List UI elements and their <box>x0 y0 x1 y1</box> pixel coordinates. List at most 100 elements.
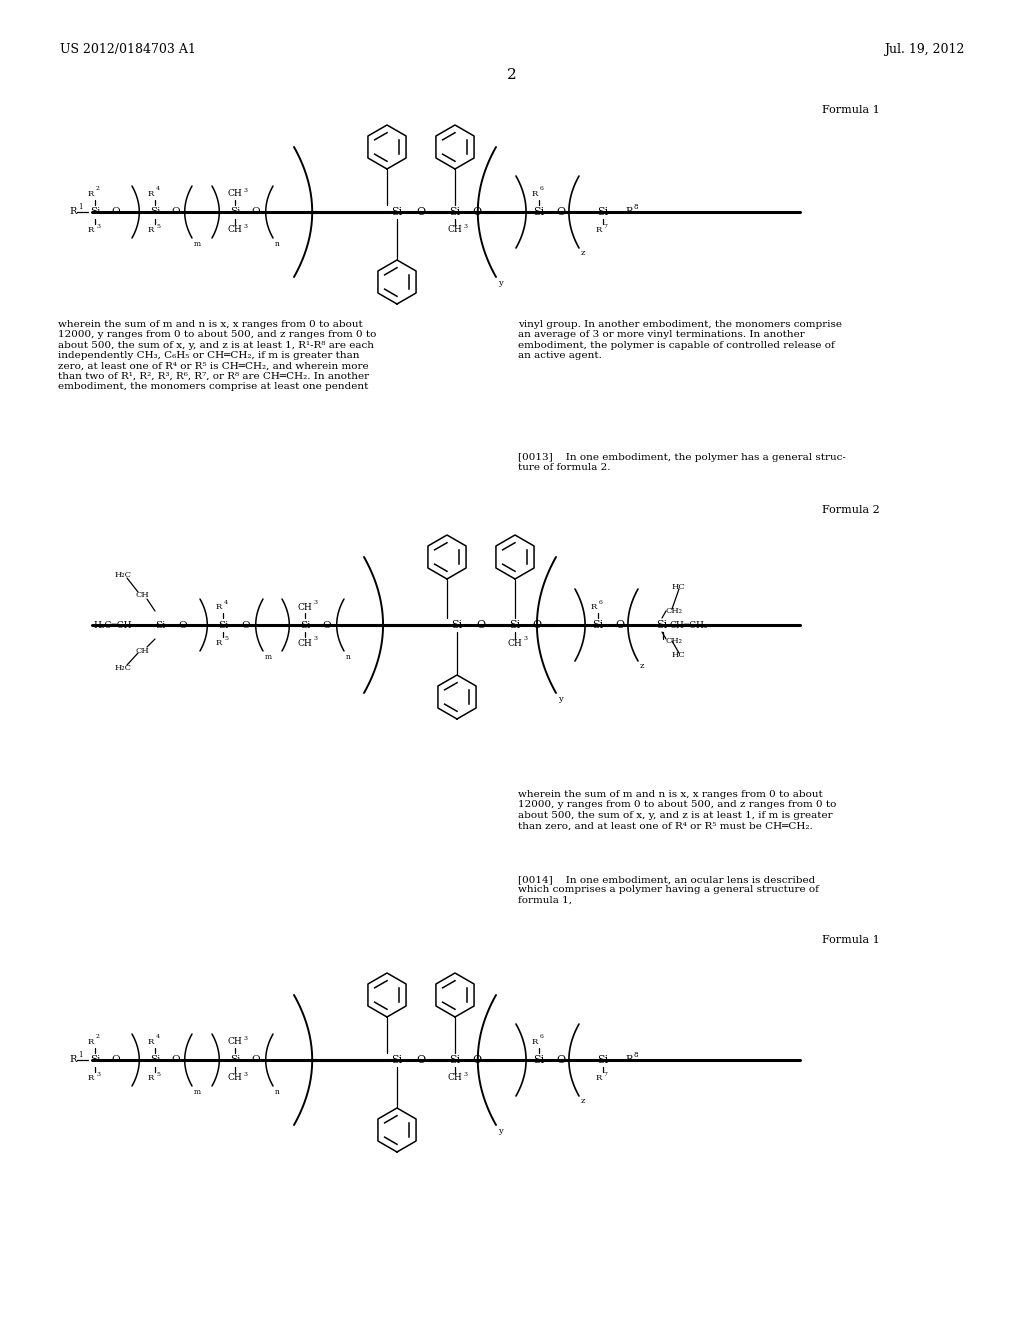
Text: 3: 3 <box>313 636 317 642</box>
Text: [0013]    In one embodiment, the polymer has a general struc-
ture of formula 2.: [0013] In one embodiment, the polymer ha… <box>518 453 846 473</box>
Text: Si: Si <box>592 620 603 630</box>
Text: Si: Si <box>509 620 520 630</box>
Text: m: m <box>265 653 272 661</box>
Text: Formula 1: Formula 1 <box>822 935 880 945</box>
Text: O: O <box>323 620 332 630</box>
Text: 4: 4 <box>224 599 228 605</box>
Text: Si: Si <box>656 620 668 630</box>
Text: wherein the sum of m and n is x, x ranges from 0 to about
12000, y ranges from 0: wherein the sum of m and n is x, x range… <box>518 789 837 830</box>
Text: y: y <box>498 1127 503 1135</box>
Text: R: R <box>148 1074 155 1082</box>
Text: 3: 3 <box>463 223 467 228</box>
Text: O: O <box>615 620 625 630</box>
Text: CH₂: CH₂ <box>665 607 682 615</box>
Text: R: R <box>596 226 602 234</box>
Text: R: R <box>216 639 222 647</box>
Text: 6: 6 <box>599 599 603 605</box>
Text: HC: HC <box>672 651 686 659</box>
Text: Si: Si <box>300 620 310 630</box>
Text: Si: Si <box>90 207 100 216</box>
Text: Si: Si <box>90 1056 100 1064</box>
Text: R: R <box>88 226 94 234</box>
Text: O: O <box>417 207 426 216</box>
Text: R: R <box>69 207 77 216</box>
Text: 1: 1 <box>78 1051 83 1059</box>
Text: vinyl group. In another embodiment, the monomers comprise
an average of 3 or mor: vinyl group. In another embodiment, the … <box>518 319 842 360</box>
Text: n: n <box>346 653 351 661</box>
Text: CH: CH <box>228 226 243 235</box>
Text: R: R <box>596 1074 602 1082</box>
Text: y: y <box>558 696 563 704</box>
Text: Si: Si <box>218 620 228 630</box>
Text: 7: 7 <box>604 1072 608 1077</box>
Text: 3: 3 <box>523 636 527 642</box>
Text: Si: Si <box>597 207 608 216</box>
Text: n: n <box>275 240 280 248</box>
Text: H₂C: H₂C <box>115 572 132 579</box>
Text: R: R <box>532 1038 539 1045</box>
Text: O: O <box>556 207 565 216</box>
Text: z: z <box>640 663 644 671</box>
Text: Si: Si <box>597 1055 608 1065</box>
Text: Si: Si <box>450 1055 461 1065</box>
Text: [0014]    In one embodiment, an ocular lens is described
which comprises a polym: [0014] In one embodiment, an ocular lens… <box>518 875 819 904</box>
Text: CH: CH <box>228 1073 243 1082</box>
Text: O: O <box>252 207 260 216</box>
Text: 8: 8 <box>633 203 638 211</box>
Text: 7: 7 <box>604 223 608 228</box>
Text: H₂C═CH: H₂C═CH <box>93 620 131 630</box>
Text: 3: 3 <box>243 223 247 228</box>
Text: Si: Si <box>534 1055 545 1065</box>
Text: Formula 1: Formula 1 <box>822 106 880 115</box>
Text: R: R <box>88 1038 94 1045</box>
Text: Si: Si <box>452 620 463 630</box>
Text: CH: CH <box>298 639 312 648</box>
Text: O: O <box>556 1055 565 1065</box>
Text: O: O <box>417 1055 426 1065</box>
Text: R: R <box>148 226 155 234</box>
Text: O: O <box>242 620 250 630</box>
Text: CH₂: CH₂ <box>665 638 682 645</box>
Text: Jul. 19, 2012: Jul. 19, 2012 <box>884 44 964 57</box>
Text: R: R <box>69 1056 77 1064</box>
Text: 3: 3 <box>243 1072 247 1077</box>
Text: R: R <box>148 1038 155 1045</box>
Text: 6: 6 <box>540 186 544 191</box>
Text: 3: 3 <box>463 1072 467 1077</box>
Text: 3: 3 <box>243 187 247 193</box>
Text: H₂C: H₂C <box>115 664 132 672</box>
Text: O: O <box>112 207 120 216</box>
Text: wherein the sum of m and n is x, x ranges from 0 to about
12000, y ranges from 0: wherein the sum of m and n is x, x range… <box>58 319 377 392</box>
Text: CH: CH <box>135 647 148 655</box>
Text: 3: 3 <box>313 601 317 606</box>
Text: y: y <box>498 279 503 286</box>
Text: CH═CH₂: CH═CH₂ <box>670 620 709 630</box>
Text: CH: CH <box>135 591 148 599</box>
Text: 6: 6 <box>540 1035 544 1040</box>
Text: m: m <box>194 1088 201 1096</box>
Text: m: m <box>194 240 201 248</box>
Text: 5: 5 <box>156 1072 160 1077</box>
Text: Si: Si <box>150 1056 160 1064</box>
Text: Formula 2: Formula 2 <box>822 506 880 515</box>
Text: O: O <box>252 1056 260 1064</box>
Text: R: R <box>216 603 222 611</box>
Text: R: R <box>625 1056 633 1064</box>
Text: n: n <box>275 1088 280 1096</box>
Text: 1: 1 <box>78 203 83 211</box>
Text: 3: 3 <box>96 223 100 228</box>
Text: 2: 2 <box>96 1035 100 1040</box>
Text: Si: Si <box>155 620 165 630</box>
Text: CH: CH <box>449 1073 463 1082</box>
Text: 2: 2 <box>96 186 100 191</box>
Text: O: O <box>472 1055 481 1065</box>
Text: Si: Si <box>229 207 241 216</box>
Text: O: O <box>112 1056 120 1064</box>
Text: HC: HC <box>672 583 686 591</box>
Text: 5: 5 <box>224 636 228 642</box>
Text: R: R <box>532 190 539 198</box>
Text: O: O <box>472 207 481 216</box>
Text: 4: 4 <box>156 186 160 191</box>
Text: Si: Si <box>229 1056 241 1064</box>
Text: R: R <box>591 603 597 611</box>
